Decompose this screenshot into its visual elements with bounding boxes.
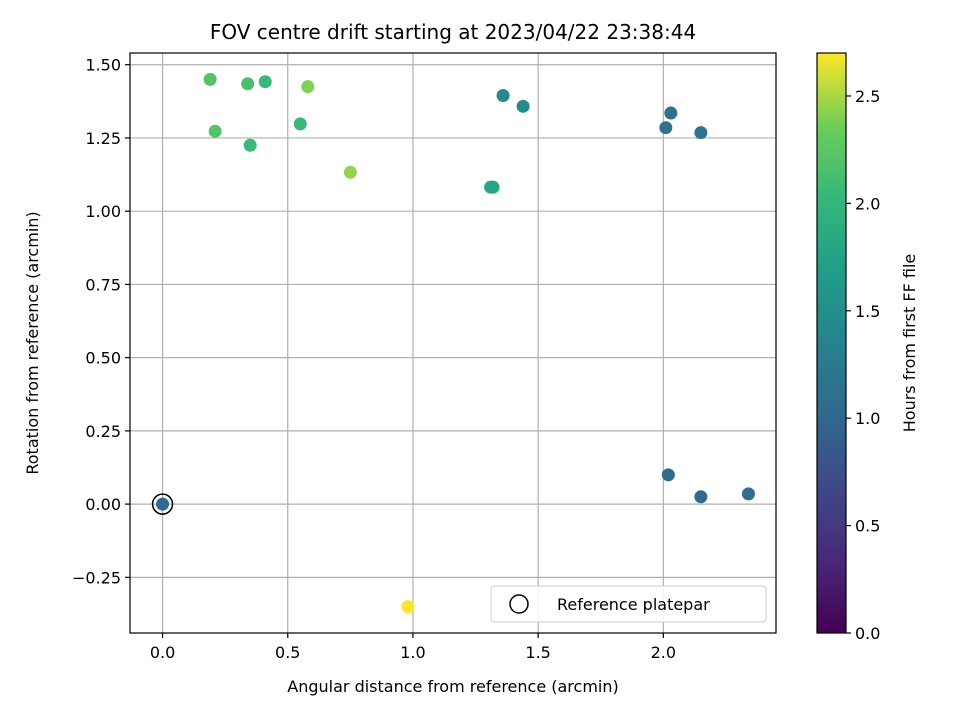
scatter-points (151, 72, 755, 614)
y-tick-label: −0.25 (72, 568, 121, 587)
scatter-point (741, 487, 755, 501)
colorbar-tick-label: 1.5 (855, 302, 880, 321)
scatter-point (496, 88, 510, 102)
y-tick-label: 1.00 (85, 202, 121, 221)
x-axis-label: Angular distance from reference (arcmin) (287, 677, 618, 696)
legend-box (490, 585, 767, 623)
colorbar-tick-label: 0.5 (855, 517, 880, 536)
scatter-point (659, 121, 673, 135)
grid (130, 53, 776, 633)
scatter-point (486, 180, 500, 194)
scatter-point (516, 99, 530, 113)
y-tick-label: 0.25 (85, 422, 121, 441)
y-axis-ticks: −0.25 0.00 0.25 0.50 0.75 1.00 1.25 1.50 (72, 56, 130, 587)
y-tick-label: 1.50 (85, 56, 121, 75)
legend-entry-label: Reference platepar (557, 595, 710, 614)
scatter-point (401, 600, 415, 614)
colorbar: 0.0 0.5 1.0 1.5 2.0 2.5 Hours from first FF f… (816, 52, 919, 643)
scatter-point (258, 75, 272, 89)
chart-title: FOV centre drift starting at 2023/04/22 … (210, 20, 696, 44)
x-tick-label: 1.0 (400, 643, 425, 662)
colorbar-ticks: 0.0 0.5 1.0 1.5 2.0 2.5 (846, 87, 880, 643)
x-tick-label: 0.0 (150, 643, 175, 662)
y-tick-label: 0.00 (85, 495, 121, 514)
y-tick-label: 0.75 (85, 275, 121, 294)
y-tick-label: 0.50 (85, 349, 121, 368)
y-axis-label: Rotation from reference (arcmin) (23, 211, 42, 474)
x-tick-label: 2.0 (651, 643, 676, 662)
scatter-point (243, 138, 257, 152)
legend-reference-marker (509, 594, 529, 614)
colorbar-gradient (816, 52, 847, 634)
colorbar-label: Hours from first FF file (900, 254, 919, 433)
scatter-point (343, 165, 357, 179)
x-tick-label: 1.5 (525, 643, 550, 662)
y-tick-label: 1.25 (85, 129, 121, 148)
scatter-point (301, 80, 315, 94)
scatter-point (293, 117, 307, 131)
colorbar-tick-label: 0.0 (855, 624, 880, 643)
scatter-point (241, 77, 255, 91)
scatter-point (208, 124, 222, 138)
reference-point-marker (151, 493, 174, 515)
x-axis-ticks: 0.0 0.5 1.0 1.5 2.0 (150, 633, 676, 662)
scatter-point (156, 497, 170, 511)
legend: Reference platepar (490, 585, 767, 623)
scatter-point (661, 468, 675, 482)
scatter-point (694, 126, 708, 140)
colorbar-tick-label: 1.0 (855, 409, 880, 428)
colorbar-tick-label: 2.0 (855, 194, 880, 213)
x-tick-label: 0.5 (275, 643, 300, 662)
scatter-point (694, 490, 708, 504)
scatter-point (664, 106, 678, 120)
colorbar-tick-label: 2.5 (855, 87, 880, 106)
plot-frame (129, 52, 777, 634)
scatter-point (203, 72, 217, 86)
